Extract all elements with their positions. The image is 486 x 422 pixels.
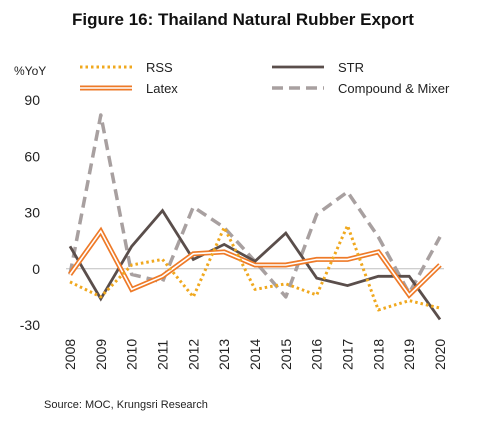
- series-compound-mixer: [68, 113, 442, 299]
- series-latex: [67, 226, 442, 299]
- x-tick-label: 2014: [247, 339, 263, 370]
- legend-item: Latex: [80, 81, 178, 96]
- x-tick-label: 2008: [62, 339, 78, 370]
- legend-item: Compound & Mixer: [272, 81, 450, 96]
- source-note: Source: MOC, Krungsri Research: [44, 399, 208, 411]
- chart-title: Figure 16: Thailand Natural Rubber Expor…: [72, 10, 414, 29]
- x-tick-label: 2018: [370, 339, 386, 370]
- y-tick-label: 30: [24, 205, 40, 221]
- y-tick-label: 0: [32, 261, 40, 277]
- legend-item: RSS: [80, 60, 173, 75]
- x-tick-label: 2011: [155, 340, 171, 370]
- legend-label: Latex: [146, 81, 178, 96]
- y-tick-label: 60: [24, 148, 40, 164]
- legend-label: RSS: [146, 60, 173, 75]
- series-str: [68, 208, 442, 321]
- y-tick-label: -30: [20, 317, 40, 333]
- y-tick-label: 90: [24, 92, 40, 108]
- legend-label: STR: [338, 60, 364, 75]
- legend: RSS STR Latex Compound & Mixer: [80, 60, 450, 96]
- x-tick-label: 2020: [432, 339, 448, 370]
- legend-label: Compound & Mixer: [338, 81, 450, 96]
- y-axis-ticks: -30 0 30 60 90: [20, 92, 40, 333]
- series-line: [68, 208, 442, 321]
- series-rss: [69, 224, 441, 312]
- series-line: [69, 224, 441, 312]
- x-tick-label: 2010: [124, 339, 140, 370]
- x-tick-label: 2013: [216, 339, 232, 370]
- x-axis-ticks: 2008 2009 2010 2011 2012 2013 2014 2015 2016 2017…: [62, 339, 448, 370]
- x-tick-label: 2015: [278, 339, 294, 370]
- x-tick-label: 2009: [93, 339, 109, 370]
- series-line: [68, 113, 442, 299]
- legend-item: STR: [272, 60, 364, 75]
- x-tick-label: 2016: [309, 339, 325, 370]
- x-tick-label: 2017: [340, 339, 356, 370]
- series-lines: [67, 113, 442, 321]
- series-line-inner: [69, 229, 441, 297]
- y-axis-label: %YoY: [14, 64, 46, 78]
- x-tick-label: 2012: [185, 339, 201, 370]
- x-tick-label: 2019: [401, 339, 417, 370]
